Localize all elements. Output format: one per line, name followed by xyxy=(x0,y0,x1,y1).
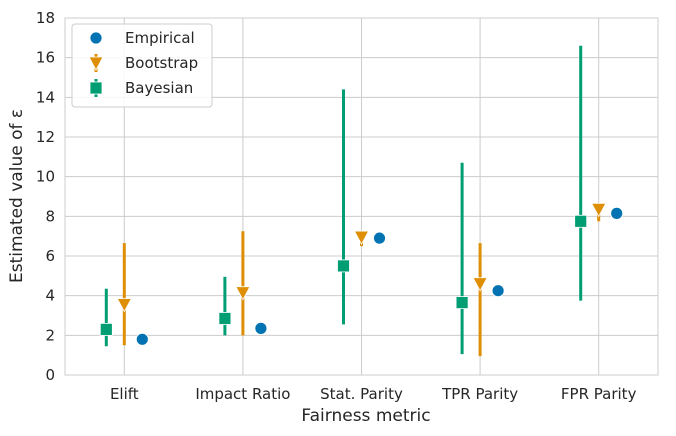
y-tick-label: 6 xyxy=(45,247,55,265)
empirical-point xyxy=(135,332,149,346)
legend-items: Empirical Bootstrap Bayesian xyxy=(88,29,198,97)
y-tick-label: 0 xyxy=(45,366,55,384)
y-tick-label: 16 xyxy=(36,49,55,67)
y-axis-title: Estimated value of ε xyxy=(7,109,27,283)
y-tick-label: 4 xyxy=(45,287,55,305)
y-tick-label: 10 xyxy=(36,168,55,186)
bootstrap-point xyxy=(116,298,132,313)
bootstrap-point xyxy=(591,202,607,218)
bayesian-point xyxy=(337,259,350,273)
y-tick-label: 8 xyxy=(45,207,55,225)
empirical-point xyxy=(373,231,386,245)
x-tick-label: FPR Parity xyxy=(561,385,637,403)
bootstrap-point xyxy=(472,277,488,292)
y-tick-label: 2 xyxy=(45,326,55,344)
x-tick-label: Stat. Parity xyxy=(320,385,403,403)
x-axis-title: Fairness metric xyxy=(301,406,430,426)
x-tick-label: TPR Parity xyxy=(441,385,518,403)
bayesian-point xyxy=(455,296,469,310)
series-empirical xyxy=(135,206,624,346)
bayesian-point xyxy=(218,312,232,325)
legend-bootstrap-marker xyxy=(88,56,104,71)
plot-frame xyxy=(64,17,659,376)
empirical-point xyxy=(491,284,505,298)
series-bayesian xyxy=(99,45,588,355)
legend: Empirical Bootstrap Bayesian xyxy=(71,23,213,108)
legend-box xyxy=(71,23,213,108)
bayesian-point xyxy=(574,214,588,228)
x-tick-label: Elift xyxy=(110,385,139,403)
y-tick-label: 12 xyxy=(36,128,55,146)
bayesian-point xyxy=(99,322,113,336)
bootstrap-point xyxy=(235,286,251,301)
legend-empirical-marker xyxy=(89,31,103,45)
y-tick-label: 18 xyxy=(36,9,55,27)
y-tick-label: 14 xyxy=(36,88,55,106)
empirical-point xyxy=(610,206,624,220)
series-layer xyxy=(99,45,624,357)
plot-border xyxy=(64,17,659,376)
empirical-point xyxy=(254,321,268,335)
legend-bayesian-marker xyxy=(89,81,103,95)
legend-label-bootstrap: Bootstrap xyxy=(125,54,198,72)
series-bootstrap xyxy=(116,202,607,357)
legend-label-bayesian: Bayesian xyxy=(125,79,193,97)
bootstrap-point xyxy=(353,230,370,246)
legend-label-empirical: Empirical xyxy=(125,29,195,47)
tick-labels: 0 2 4 6 8 10 12 14 16 18 Elift Impact Ratio Stat. Pa… xyxy=(36,9,637,403)
x-tick-label: Impact Ratio xyxy=(195,385,290,403)
